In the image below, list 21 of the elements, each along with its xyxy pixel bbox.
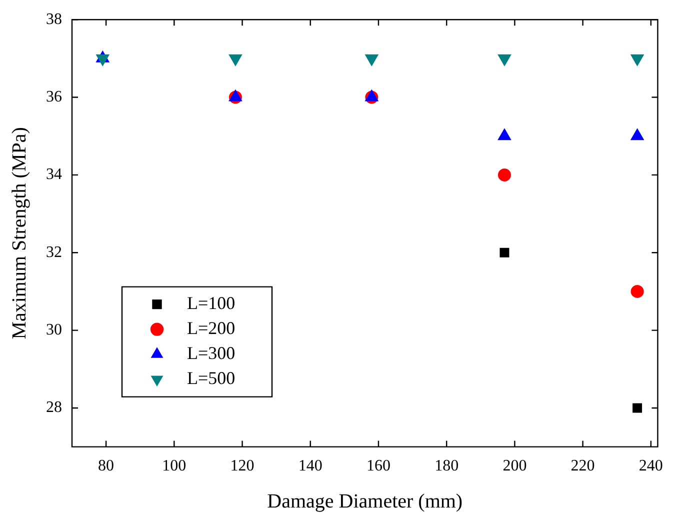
y-tick-label: 36 <box>46 88 62 106</box>
x-tick-label: 100 <box>162 458 186 475</box>
y-tick-label: 32 <box>46 244 62 261</box>
y-tick-label: 28 <box>46 399 62 416</box>
y-axis-title: Maximum Strength (MPa) <box>8 127 30 340</box>
x-tick-label: 80 <box>98 458 114 475</box>
x-tick-label: 120 <box>230 458 254 475</box>
legend-label: L=100 <box>187 293 236 314</box>
legend-label: L=300 <box>187 343 236 364</box>
x-tick-label: 160 <box>366 458 390 475</box>
x-tick-label: 200 <box>502 458 527 475</box>
legend-label: L=200 <box>187 318 236 338</box>
legend-label: L=500 <box>187 368 236 388</box>
y-tick-label: 38 <box>46 10 62 28</box>
y-tick-label: 30 <box>46 321 62 338</box>
y-tick-label: 34 <box>46 166 62 184</box>
x-tick-label: 240 <box>638 458 663 475</box>
x-tick-label: 140 <box>298 458 322 475</box>
x-axis-title: Damage Diameter (mm) <box>267 490 463 512</box>
x-tick-label: 180 <box>434 458 459 475</box>
x-tick-label: 220 <box>570 458 595 475</box>
